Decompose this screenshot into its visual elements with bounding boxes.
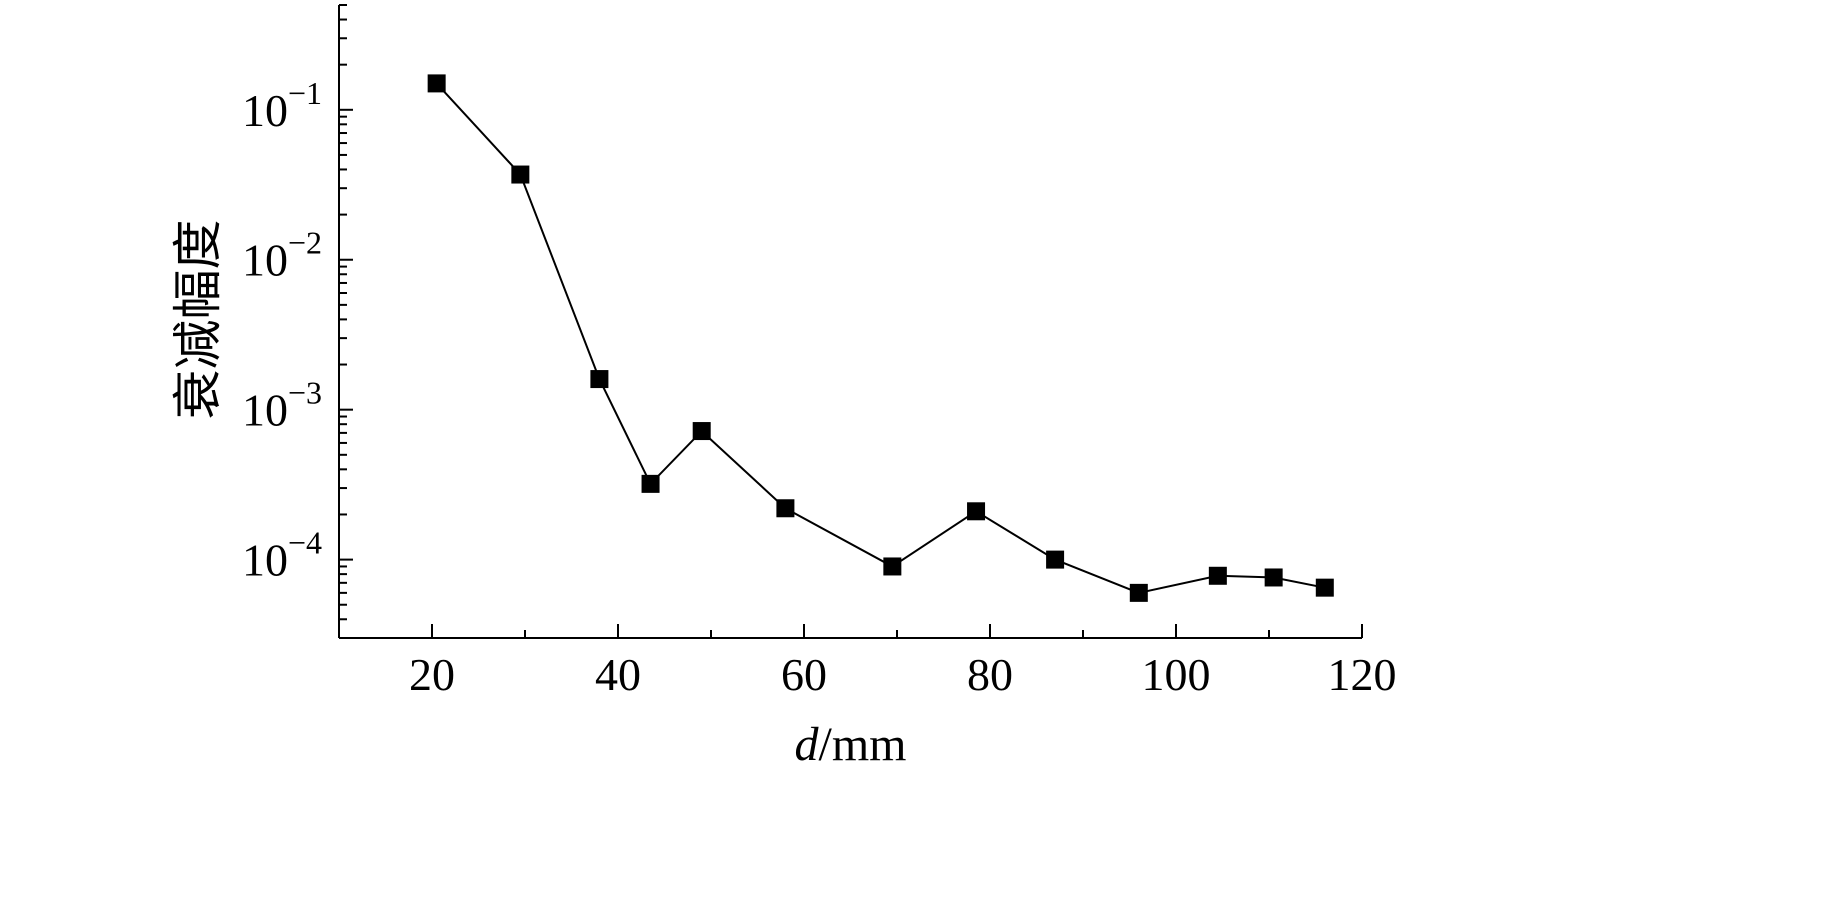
y-tick-exponent: −4 bbox=[288, 525, 322, 561]
x-tick-label: 40 bbox=[595, 649, 641, 700]
y-axis-title: 衰减幅度 bbox=[169, 220, 227, 420]
y-tick-label: 10−4 bbox=[242, 525, 322, 586]
x-axis-title-unit: /mm bbox=[818, 718, 906, 771]
data-point bbox=[511, 165, 530, 184]
y-tick-label: 10−2 bbox=[242, 225, 322, 286]
y-tick-label: 10−1 bbox=[242, 75, 322, 136]
data-point bbox=[1129, 583, 1148, 602]
data-point bbox=[692, 422, 711, 441]
y-tick-base: 10 bbox=[242, 385, 288, 436]
y-tick-base: 10 bbox=[242, 85, 288, 136]
y-tick-label: 10−3 bbox=[242, 375, 322, 436]
series bbox=[427, 74, 1334, 602]
series-line bbox=[435, 82, 1325, 594]
data-point bbox=[641, 474, 660, 493]
data-point bbox=[427, 74, 446, 93]
data-point bbox=[1046, 550, 1065, 569]
x-tick-label: 120 bbox=[1328, 649, 1397, 700]
data-point bbox=[1208, 566, 1227, 585]
y-tick-base: 10 bbox=[242, 235, 288, 286]
x-tick-label: 80 bbox=[967, 649, 1013, 700]
y-tick-exponent: −1 bbox=[288, 75, 322, 111]
data-point bbox=[1264, 568, 1283, 587]
data-point bbox=[776, 499, 795, 518]
x-axis-title: d/mm bbox=[794, 718, 906, 771]
x-tick-label: 100 bbox=[1142, 649, 1211, 700]
x-axis-title-variable: d bbox=[794, 718, 819, 771]
x-tick-label: 20 bbox=[409, 649, 455, 700]
x-axis-ticks: 20 40 60 80 100 120 bbox=[409, 624, 1397, 700]
y-tick-exponent: −3 bbox=[288, 375, 322, 411]
y-tick-base: 10 bbox=[242, 535, 288, 586]
y-axis-ticks: 10−110−210−310−4 bbox=[242, 4, 353, 639]
data-point bbox=[967, 502, 986, 521]
data-point bbox=[1315, 578, 1334, 597]
data-point bbox=[883, 557, 902, 576]
y-tick-exponent: −2 bbox=[288, 225, 322, 261]
data-point bbox=[590, 370, 609, 389]
x-tick-label: 60 bbox=[781, 649, 827, 700]
